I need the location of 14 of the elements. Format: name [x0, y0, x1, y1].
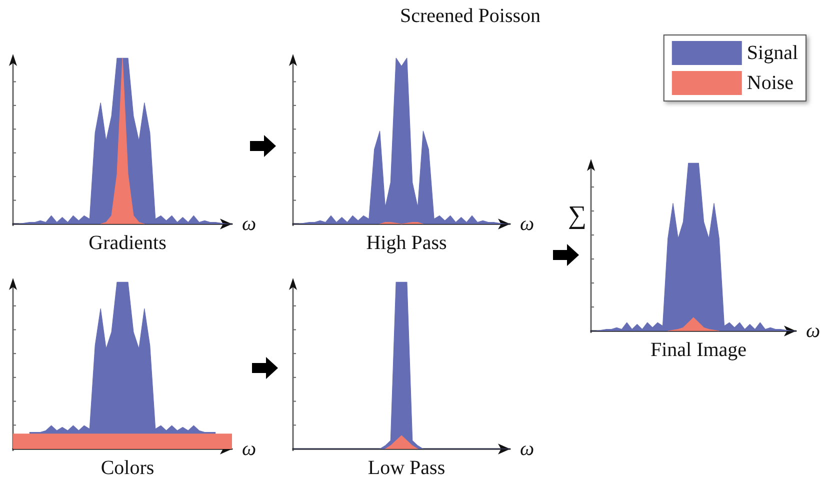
- x-axis-title: ω: [242, 213, 256, 235]
- legend-label: Signal: [746, 42, 798, 64]
- text: Low Pass: [368, 457, 446, 478]
- text: Final Image: [650, 339, 747, 361]
- text: ∑: [568, 200, 587, 230]
- x-axis-title: ω: [520, 438, 534, 460]
- text: High Pass: [366, 232, 447, 254]
- x-axis-title: ω: [806, 320, 820, 342]
- x-axis-title: ω: [520, 213, 534, 235]
- legend-label: Noise: [746, 72, 794, 94]
- text: Screened Poisson: [400, 5, 541, 27]
- x-axis-title: ω: [242, 438, 256, 460]
- text: Gradients: [88, 232, 167, 254]
- text: Colors: [100, 457, 154, 478]
